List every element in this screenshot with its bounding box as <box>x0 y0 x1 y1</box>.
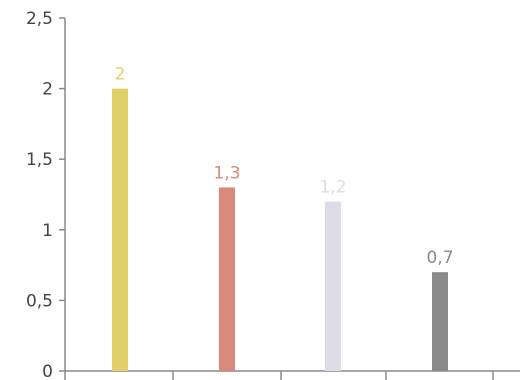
data-label: 1,3 <box>213 163 240 183</box>
bars <box>112 88 448 371</box>
bar <box>219 187 235 371</box>
data-label: 1,2 <box>319 178 346 198</box>
y-axis: 0 0,5 1 1,5 2 2,5 <box>26 9 66 380</box>
y-tick-label: 0 <box>42 362 53 380</box>
x-axis <box>64 370 520 380</box>
y-tick-label: 2 <box>42 80 53 100</box>
y-tick-label: 1,5 <box>26 150 53 170</box>
y-tick-label: 1 <box>42 221 53 241</box>
bar <box>112 88 128 371</box>
data-label: 2 <box>115 65 126 85</box>
y-tick-label: 0,5 <box>26 291 53 311</box>
data-label: 0,7 <box>426 248 453 268</box>
y-tick-label: 2,5 <box>26 9 53 29</box>
bar <box>325 201 341 371</box>
data-labels: 2 1,3 1,2 0,7 <box>115 65 454 269</box>
bar <box>432 272 448 371</box>
